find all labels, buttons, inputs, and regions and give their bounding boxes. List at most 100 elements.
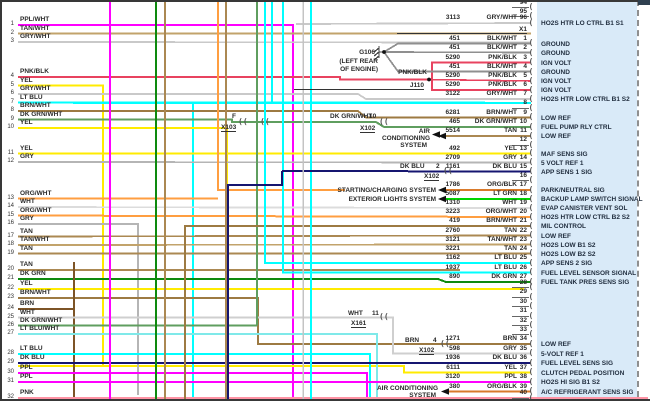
wire-segment xyxy=(17,206,532,209)
wire-segment xyxy=(18,223,139,395)
empty-pin-underline xyxy=(512,306,529,307)
empty-pin-underline xyxy=(512,296,529,298)
circuit-number: 1161 xyxy=(445,162,460,170)
pin-clamp-icon: ( xyxy=(528,93,534,103)
pcm-pin-number: 17 xyxy=(519,181,527,189)
pin-clamp-icon: ( xyxy=(528,211,534,221)
circuit-number: 890 xyxy=(449,273,460,281)
mid-diagram-label: BRN xyxy=(405,336,420,344)
pcm-pin-number: 96 xyxy=(519,14,527,22)
right-wire-color-label: BRN/WHT xyxy=(486,108,517,116)
pin-clamp-icon: ( xyxy=(528,267,534,276)
mid-diagram-label: DK BLU xyxy=(400,162,425,170)
right-wire-color-label: BLK/WHT xyxy=(487,63,517,71)
left-pin-number: 8 xyxy=(10,107,14,114)
wire-segment xyxy=(18,93,531,100)
circuit-number: 1310 xyxy=(445,199,460,207)
mid-diagram-label: PNK/BLK xyxy=(398,68,427,76)
pin-clamp-icon: ( xyxy=(528,75,534,85)
left-wire-color-label: GRY xyxy=(20,215,34,223)
wire-segment xyxy=(281,0,531,274)
pcm-pin-number: 35 xyxy=(519,344,527,352)
wire-segment xyxy=(227,171,283,399)
pcm-pin-number: 21 xyxy=(519,217,527,225)
mid-diagram-label: SYSTEM xyxy=(400,141,427,149)
pcm-pin-number: 9 xyxy=(523,108,527,116)
pin-clamp-icon: ( xyxy=(528,112,534,121)
right-wire-color-label: ORG/WHT xyxy=(485,208,517,216)
pcm-pin-number: 1 xyxy=(523,34,527,42)
pcm-pin-function-label: FUEL LEVEL SENS SIG xyxy=(541,360,613,367)
right-wire-color-label: DK BLU xyxy=(492,162,517,170)
pin-clamp-icon: ( xyxy=(528,184,534,194)
pcm-pin-number: 40 xyxy=(519,389,527,397)
circuit-number: 1162 xyxy=(445,254,460,262)
right-wire-color-label: WHT xyxy=(502,199,517,207)
right-wire-color-label: DK GRN/WHT xyxy=(474,118,517,126)
pcm-pin-function-label: HO2S LOW B1 S2 xyxy=(541,241,596,249)
empty-pin-underline xyxy=(512,315,529,317)
left-wire-color-label: GRY/WHT xyxy=(20,33,51,41)
left-wire-color-label: WHT xyxy=(20,308,35,316)
wire-segment xyxy=(17,41,532,44)
left-wire-color-label: YEL xyxy=(20,119,33,127)
pcm-pin-number: 8 xyxy=(523,99,527,107)
empty-pin-underline xyxy=(512,16,529,17)
wire-segment xyxy=(17,161,532,164)
circuit-number: 6111 xyxy=(446,363,460,371)
pin-clamp-icon: ( xyxy=(528,230,534,239)
left-wire-color-label: BRN/WHT xyxy=(20,102,51,110)
circuit-number: 6281 xyxy=(445,108,460,116)
circuit-number: 3120 xyxy=(445,373,460,381)
circuit-number: 5087 xyxy=(445,190,460,198)
pcm-pin-number: 3 xyxy=(523,53,527,61)
left-pin-number: 19 xyxy=(7,249,14,256)
pcm-pin-function-label: HO2S LOW B2 S2 xyxy=(541,250,596,258)
pcm-pin-number: 12 xyxy=(519,136,527,144)
left-wire-color-label: LT BLU xyxy=(20,93,43,101)
left-pin-number: 22 xyxy=(7,285,14,292)
pcm-pin-function-label: EVAP CANISTER VENT SOL xyxy=(541,205,628,212)
pcm-pin-number: 38 xyxy=(519,373,527,381)
mid-diagram-label: STARTING/CHARGING SYSTEM xyxy=(337,186,436,194)
pin-clamp-icon: ( xyxy=(528,239,534,248)
left-wire-color-label: GRY/WHT xyxy=(20,85,51,93)
mid-diagram-label: 2 xyxy=(436,162,440,170)
mid-diagram-label: X161 xyxy=(351,319,367,328)
mid-diagram-label: AIR CONDITIONING xyxy=(376,384,438,392)
left-wire-color-label: ORG/WHT xyxy=(20,189,52,197)
pin-clamp-icon: ( xyxy=(528,47,534,57)
empty-pin-underline xyxy=(512,287,529,288)
pin-clamp-icon: ( xyxy=(528,84,534,94)
pcm-pin-number: 10 xyxy=(519,118,527,126)
pcm-pin-function-label: LOW REF xyxy=(541,232,571,240)
right-wire-color-label: LT BLU xyxy=(494,263,517,271)
mid-diagram-label: SYSTEM xyxy=(409,391,436,399)
empty-pin-underline xyxy=(512,107,529,109)
left-pin-number: 5 xyxy=(10,81,14,88)
inline-connector-clamp-icon: (( xyxy=(379,116,389,126)
pin-clamp-icon: ( xyxy=(528,38,534,47)
pin-clamp-icon: ( xyxy=(528,57,534,66)
pcm-pin-number: 6 xyxy=(523,81,527,89)
wire-direction-arrow-icon xyxy=(438,195,446,203)
wire-segment xyxy=(18,364,531,374)
wire-segment xyxy=(383,42,531,53)
mid-diagram-label: F xyxy=(232,112,236,120)
left-pin-number: 16 xyxy=(7,220,14,227)
pcm-pin-number: 19 xyxy=(519,199,527,207)
pin-clamp-icon: ( xyxy=(528,248,534,257)
pin-clamp-icon: ( xyxy=(528,376,534,386)
mid-diagram-label: 11 xyxy=(372,309,379,317)
left-wire-color-label: BRN/WHT xyxy=(20,289,51,297)
pin-clamp-icon: ( xyxy=(528,157,534,166)
pcm-pin-number: 2 xyxy=(523,44,527,52)
left-wire-color-label: YEL xyxy=(20,280,33,288)
left-wire-color-label: PNK xyxy=(20,389,34,397)
left-pin-number: 9 xyxy=(10,115,14,122)
empty-pin-underline xyxy=(512,397,529,399)
left-wire-color-label: TAN xyxy=(20,261,33,269)
pcm-pin-number: 33 xyxy=(519,325,527,333)
left-wire-color-label: DK GRN/WHT xyxy=(20,110,63,118)
right-wire-color-label: GRY/WHT xyxy=(486,90,517,98)
